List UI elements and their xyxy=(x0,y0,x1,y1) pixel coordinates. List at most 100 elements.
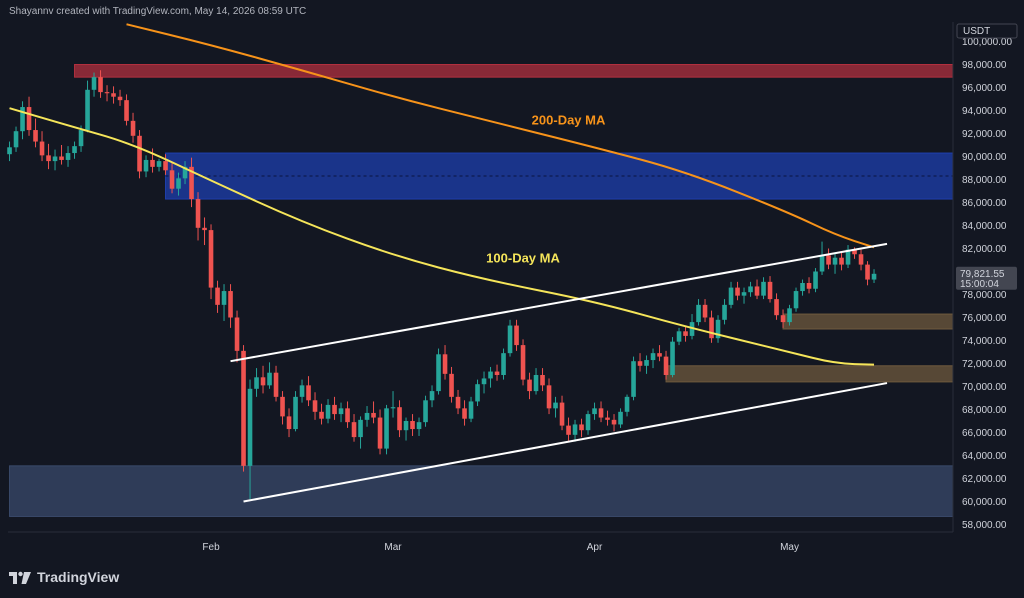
candle-body xyxy=(215,287,220,305)
candle-body xyxy=(806,283,812,289)
candle-body xyxy=(553,402,558,409)
time-tick-may: May xyxy=(780,542,799,553)
candle-body xyxy=(813,271,818,289)
candle-body xyxy=(436,354,441,392)
candle-body xyxy=(637,361,643,366)
candle-body xyxy=(72,146,77,154)
tradingview-logo-text: TradingView xyxy=(37,569,120,585)
candle-body xyxy=(345,408,350,423)
candle-body xyxy=(449,373,454,397)
candle-body xyxy=(312,400,318,412)
candle-body xyxy=(462,408,467,419)
candle-body xyxy=(195,199,201,228)
price-tick-label: 74,000.00 xyxy=(962,336,1007,347)
footer-bar xyxy=(0,556,1024,598)
candle-body xyxy=(683,331,688,336)
candle-body xyxy=(208,230,214,288)
candle-body xyxy=(611,419,617,425)
price-tick-label: 92,000.00 xyxy=(962,129,1007,140)
candle-body xyxy=(598,408,604,418)
candle-body xyxy=(358,419,363,438)
candle-body xyxy=(507,325,513,354)
candle-body xyxy=(202,227,207,231)
time-tick-feb: Feb xyxy=(202,542,220,553)
candle-body xyxy=(130,120,136,136)
candle-body xyxy=(663,356,669,375)
candle-body xyxy=(839,257,844,265)
candle-body xyxy=(416,422,422,430)
candle-body xyxy=(585,414,591,431)
candle-body xyxy=(754,286,760,296)
candle-body xyxy=(150,159,155,167)
candle-body xyxy=(85,89,90,131)
candle-body xyxy=(260,377,266,386)
candle-body xyxy=(475,384,480,402)
candle-body xyxy=(468,401,474,419)
candle-body xyxy=(241,350,246,466)
price-tick-label: 84,000.00 xyxy=(962,221,1007,232)
last-price-tag xyxy=(956,266,1017,290)
candle-body xyxy=(819,255,825,272)
time-tick-apr: Apr xyxy=(587,542,603,553)
minor-support-zone-lower xyxy=(665,365,954,383)
candle-body xyxy=(579,424,584,431)
candle-body xyxy=(117,96,123,101)
annotation-100-day-ma: 100-Day MA xyxy=(486,250,560,265)
channel-layer xyxy=(230,242,888,503)
candle-body xyxy=(715,319,721,339)
candle-body xyxy=(364,412,370,420)
candle-body xyxy=(338,408,344,415)
candle-body xyxy=(176,178,181,189)
candle-body xyxy=(78,130,84,147)
candle-body xyxy=(689,322,695,336)
candle-body xyxy=(403,421,409,431)
candle-body xyxy=(39,141,45,156)
last-price-value: 79,821.55 xyxy=(960,269,1005,280)
candle-body xyxy=(13,131,19,148)
candle-body xyxy=(377,417,383,449)
candle-body xyxy=(488,371,493,379)
candle-body xyxy=(26,107,32,131)
candle-body xyxy=(793,291,799,309)
candle-body xyxy=(748,286,753,293)
candle-body xyxy=(59,156,64,160)
candle-body xyxy=(676,331,682,342)
candle-body xyxy=(319,411,324,419)
chart-attribution: Shayannv created with TradingView.com, M… xyxy=(9,6,307,17)
candle-body xyxy=(7,147,12,155)
candle-body xyxy=(702,304,708,318)
candle-body xyxy=(169,170,175,189)
candle-body xyxy=(234,317,240,351)
candle-body xyxy=(624,396,630,412)
candle-body xyxy=(481,378,487,385)
candle-body xyxy=(559,402,565,426)
price-tick-label: 98,000.00 xyxy=(962,60,1007,71)
candle-body xyxy=(143,159,149,172)
candle-body xyxy=(644,360,649,366)
candle-body xyxy=(631,361,636,397)
last-price-countdown: 15:00:04 xyxy=(960,279,999,290)
price-tick-label: 90,000.00 xyxy=(962,152,1007,163)
candle-body xyxy=(735,287,740,296)
candle-body xyxy=(221,291,227,305)
price-tick-label: 94,000.00 xyxy=(962,106,1007,117)
candle-body xyxy=(33,130,38,142)
candle-body xyxy=(845,249,851,265)
candle-body xyxy=(865,264,870,280)
tradingview-logo[interactable]: TradingView xyxy=(9,569,119,585)
candle-body xyxy=(247,388,253,466)
candle-body xyxy=(741,292,747,296)
candle-body xyxy=(728,287,734,305)
candle-body xyxy=(267,372,272,386)
candle-body xyxy=(124,100,129,121)
ma-line-100-day-ma xyxy=(9,107,875,366)
demand-zone xyxy=(9,465,954,517)
candle-body xyxy=(670,341,675,375)
supply-zone xyxy=(165,152,954,200)
candle-body xyxy=(527,379,532,392)
currency-badge xyxy=(956,23,1018,39)
candle-body xyxy=(351,422,357,438)
candle-body xyxy=(98,77,103,93)
candle-body xyxy=(273,372,279,397)
